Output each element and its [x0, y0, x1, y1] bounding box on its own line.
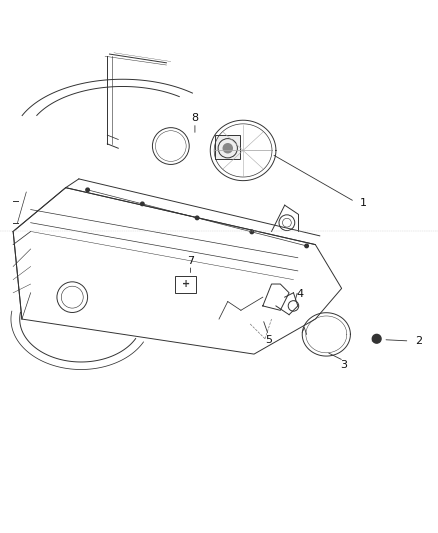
Circle shape	[86, 188, 89, 191]
Text: 7: 7	[187, 256, 194, 266]
Bar	[175, 276, 196, 293]
Circle shape	[305, 244, 308, 248]
Bar	[215, 135, 240, 159]
Circle shape	[195, 216, 199, 220]
Text: 5: 5	[265, 335, 272, 345]
Text: 1: 1	[360, 198, 367, 208]
Text: 4: 4	[297, 289, 304, 298]
Text: 3: 3	[340, 360, 347, 370]
Circle shape	[250, 230, 254, 233]
Text: +: +	[182, 279, 190, 289]
Circle shape	[372, 334, 381, 343]
Text: 2: 2	[415, 336, 422, 346]
Circle shape	[141, 202, 144, 206]
Text: 8: 8	[191, 112, 198, 123]
Circle shape	[223, 143, 233, 154]
